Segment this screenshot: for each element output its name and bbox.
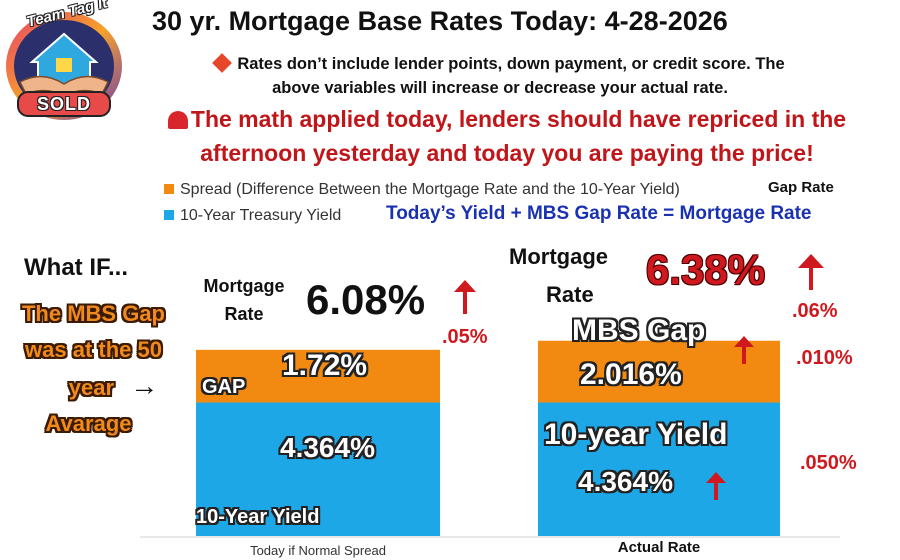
page-title: 30 yr. Mortgage Base Rates Today: 4-28-2…: [152, 6, 728, 36]
yield-bar-2: [538, 402, 780, 536]
bar1-mortgage-label: Mortgage Rate: [192, 272, 296, 328]
bar2-gap-title: MBS Gap: [572, 314, 706, 347]
legend-spread: Spread (Difference Between the Mortgage …: [164, 181, 680, 199]
bar2-yield-title: 10-year Yield: [544, 418, 728, 451]
bar1-mortgage-label-line2: Rate: [224, 304, 264, 324]
bar1-gap-side-label: GAP: [202, 376, 246, 398]
bar2-mortgage-label-line1: Mortgage: [509, 244, 608, 269]
legend-yield: 10-Year Treasury Yield: [164, 207, 341, 225]
what-if-text: The MBS Gap was at the 50 year → Avarage: [6, 296, 181, 442]
bar1-gap-value: 1.72%: [282, 349, 368, 382]
yield-bar-1: [196, 402, 440, 536]
gap-bar-2: [538, 340, 780, 403]
legend-spread-swatch: [164, 184, 174, 194]
right-arrow-icon: →: [130, 370, 159, 401]
bar2-yield-change: .050%: [800, 452, 857, 474]
alert-line2: afternoon yesterday and today you are pa…: [200, 140, 814, 166]
bar2-mortgage-label-line2: Rate: [546, 282, 594, 307]
logo-sold-text: SOLD: [36, 94, 91, 114]
gap-bar-1: [196, 349, 440, 403]
logo-graphic: [6, 12, 122, 120]
legend-yield-label: 10-Year Treasury Yield: [180, 207, 342, 224]
bar2-gap-up-arrow-icon: [734, 336, 754, 364]
siren-icon: [167, 111, 188, 129]
formula-text: Today’s Yield + MBS Gap Rate = Mortgage …: [386, 203, 812, 224]
bar2-gap-change: .010%: [796, 347, 853, 369]
logo: Team Tag It SOLD: [2, 0, 127, 128]
legend-spread-label: Spread (Difference Between the Mortgage …: [180, 181, 680, 198]
rates-note-line2: above variables will increase or decreas…: [272, 79, 728, 97]
bar2-yield-up-arrow-icon: [706, 472, 726, 500]
what-if-line1: The MBS Gap: [21, 301, 165, 326]
bar2-up-arrow-icon: [798, 254, 824, 290]
alert-message: The math applied today, lenders should h…: [112, 102, 900, 170]
alert-line1: The math applied today, lenders should h…: [190, 106, 847, 132]
legend-gap-rate: Gap Rate: [768, 179, 834, 196]
bar1-total-change: .05%: [442, 326, 488, 348]
bar2-total-change: .06%: [792, 300, 838, 322]
bar2-yield-value: 4.364%: [578, 466, 673, 497]
what-if-line2: was at the 50: [25, 337, 162, 362]
bar1-up-arrow-icon: [454, 280, 476, 314]
bar2-total-label: 6.38%: [646, 246, 766, 293]
rates-note: Rates don’t include lender points, down …: [150, 52, 850, 100]
what-if-line3: year: [68, 375, 115, 400]
bar1-yield-value: 4.364%: [280, 432, 375, 463]
rates-note-line1: Rates don’t include lender points, down …: [237, 55, 785, 73]
what-if-line4: Avarage: [45, 411, 132, 436]
bar2-category-label: Actual Rate: [617, 539, 701, 556]
bar1-total-label: 6.08%: [306, 276, 426, 323]
legend-yield-swatch: [164, 210, 174, 220]
bar1-category-label: Today if Normal Spread: [250, 543, 386, 558]
bar1-mortgage-label-line1: Mortgage: [203, 276, 285, 296]
what-if-heading: What IF...: [24, 254, 128, 281]
bar2-gap-value: 2.016%: [580, 358, 682, 391]
bar1-yield-bottom-label: 10-Year Yield: [196, 506, 320, 528]
